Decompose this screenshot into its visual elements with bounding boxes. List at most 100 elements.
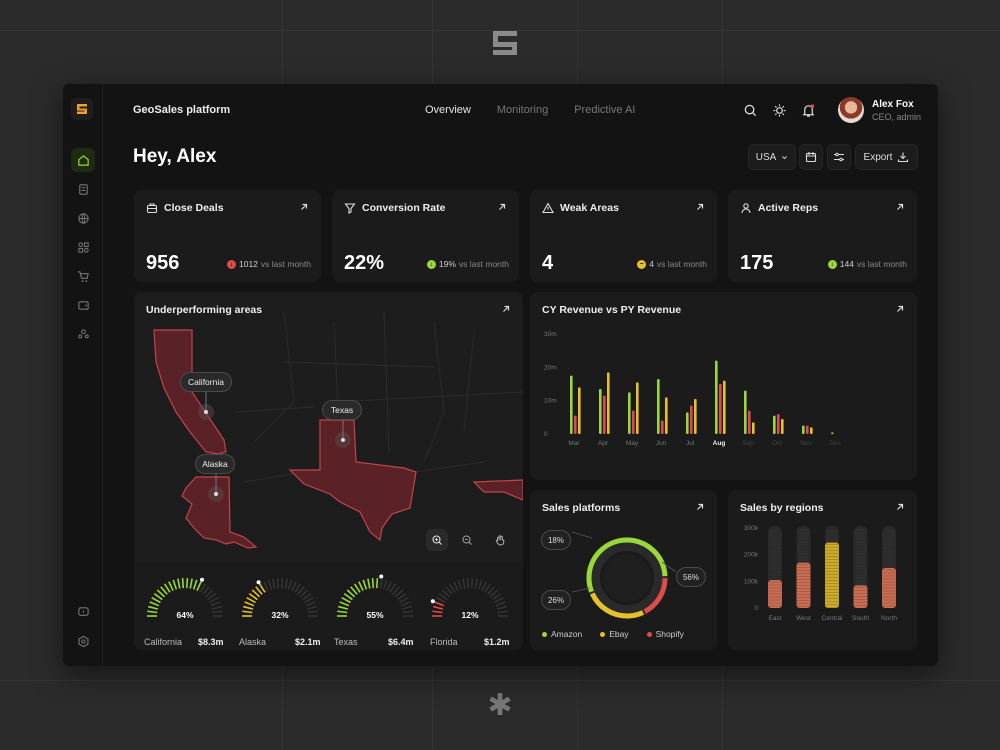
kpi-delta-value: 1012 xyxy=(239,259,258,269)
avatar[interactable] xyxy=(838,97,864,123)
kpi-card-weak-areas[interactable]: Weak Areas 4 − 4 vs last month xyxy=(530,190,717,282)
kpi-card-conversion-rate[interactable]: Conversion Rate 22% ↓ 19% vs last month xyxy=(332,190,519,282)
gauge-tick xyxy=(400,601,411,607)
legend-shopify[interactable]: Shopify xyxy=(646,629,684,639)
regions-chart[interactable]: 300k 200k 100k 0 East West Central South North xyxy=(728,518,917,648)
x-tick-label: Central xyxy=(822,615,844,622)
sidebar-item-apps[interactable] xyxy=(71,235,95,259)
kpi-title-text: Close Deals xyxy=(164,202,224,214)
document-icon xyxy=(78,183,88,195)
y-tick-label: 200k xyxy=(744,552,759,559)
trend-up-icon: ↓ xyxy=(426,259,436,269)
gauge-tick xyxy=(399,596,409,604)
download-icon xyxy=(898,152,909,163)
sun-icon[interactable] xyxy=(772,103,787,118)
gauge-tick xyxy=(462,578,466,589)
gauge-tick xyxy=(350,586,358,595)
sidebar-item-chat[interactable] xyxy=(71,600,95,624)
sidebar-item-reports[interactable] xyxy=(71,177,95,201)
arrow-up-right-icon[interactable] xyxy=(895,202,905,212)
gauge-tick xyxy=(492,593,502,601)
country-select[interactable]: USA xyxy=(748,144,796,170)
map-pin-alaska[interactable]: Alaska xyxy=(195,454,235,474)
state-texas[interactable] xyxy=(288,419,417,542)
state-alaska[interactable] xyxy=(181,476,258,549)
revenue-bar xyxy=(773,415,776,434)
kpi-delta: − 4 vs last month xyxy=(637,259,707,269)
map-pin-california[interactable]: California xyxy=(180,372,232,392)
sidebar-item-wallet[interactable] xyxy=(71,293,95,317)
legend-ebay-label: Ebay xyxy=(609,629,629,639)
tab-overview[interactable]: Overview xyxy=(425,104,471,116)
bell-icon[interactable] xyxy=(801,103,816,118)
revenue-chart[interactable]: 30m 20m 10m 0 Mar Apr May Jun Jul Aug Sep Oct Nov Dec xyxy=(530,320,917,480)
region-bar xyxy=(796,562,811,608)
app-logo[interactable] xyxy=(71,98,93,120)
kpi-card-close-deals[interactable]: Close Deals 956 ↓ 1012 vs last month xyxy=(134,190,321,282)
gauge-value-alaska: $2.1m xyxy=(295,637,321,647)
arrow-up-right-icon[interactable] xyxy=(695,502,705,512)
gauge-tick xyxy=(172,579,178,590)
top-nav: Overview Monitoring Predictive AI xyxy=(425,104,635,116)
kpi-delta-suffix: vs last month xyxy=(260,259,311,269)
donut-inner xyxy=(586,537,668,619)
x-tick-label: Apr xyxy=(598,440,609,447)
map-card: Underperforming areas California Texas A… xyxy=(134,292,523,650)
revenue-bar xyxy=(810,427,813,434)
arrow-up-right-icon[interactable] xyxy=(695,202,705,212)
region-bar xyxy=(853,585,868,608)
us-map[interactable] xyxy=(134,292,523,650)
x-tick-label: North xyxy=(881,615,897,622)
y-tick-label: 20m xyxy=(544,364,557,371)
legend-amazon[interactable]: Amazon xyxy=(542,629,582,639)
arrow-up-right-icon[interactable] xyxy=(299,202,309,212)
arrow-up-right-icon[interactable] xyxy=(895,304,905,314)
gauge-tick xyxy=(207,593,217,601)
gauge-tick xyxy=(168,581,174,592)
gauge-label-alaska: Alaska xyxy=(239,637,267,647)
gauge-tick xyxy=(242,610,253,614)
sidebar-item-settings[interactable] xyxy=(71,629,95,653)
sidebar-item-cart[interactable] xyxy=(71,264,95,288)
calendar-button[interactable] xyxy=(799,144,823,170)
state-florida[interactable] xyxy=(472,479,523,501)
platform-pct-shopify: 18% xyxy=(541,530,571,550)
legend-ebay[interactable]: Ebay xyxy=(600,629,629,639)
platforms-legend: Amazon Ebay Shopify xyxy=(542,629,684,639)
globe-icon xyxy=(77,212,89,224)
sidebar-item-home[interactable] xyxy=(71,148,95,172)
x-tick-label: West xyxy=(796,615,811,622)
app-window: GeoSales platform Overview Monitoring Pr… xyxy=(63,84,938,666)
y-tick-label: 30m xyxy=(544,331,557,338)
hand-tool-button[interactable] xyxy=(489,529,511,551)
page-title: Hey, Alex xyxy=(133,146,217,167)
gauge-tick xyxy=(192,579,198,590)
gauge-label-texas: Texas xyxy=(334,637,358,647)
sidebar-item-globe[interactable] xyxy=(71,206,95,230)
kpi-value: 956 xyxy=(146,252,180,274)
sidebar-item-team[interactable] xyxy=(71,322,95,346)
platform-pct-amazon: 56% xyxy=(676,567,706,587)
calendar-icon xyxy=(805,152,817,163)
gauge-tick xyxy=(199,583,207,593)
zoom-out-button[interactable] xyxy=(456,529,478,551)
tab-monitoring[interactable]: Monitoring xyxy=(496,104,549,116)
gauge-tick xyxy=(299,589,309,598)
gauge-tick xyxy=(248,593,258,601)
filters-button[interactable] xyxy=(827,144,851,170)
zoom-in-button[interactable] xyxy=(426,529,448,551)
gauge-tick xyxy=(487,586,495,595)
revenue-bar xyxy=(574,415,577,434)
tab-predictive-ai[interactable]: Predictive AI xyxy=(574,104,636,116)
gauge-tick xyxy=(445,586,453,595)
platforms-donut[interactable] xyxy=(530,510,717,630)
arrow-up-right-icon[interactable] xyxy=(501,304,511,314)
search-icon[interactable] xyxy=(743,103,758,118)
trend-flat-icon: − xyxy=(637,259,647,269)
export-button[interactable]: Export xyxy=(855,144,918,170)
kpi-card-active-reps[interactable]: Active Reps 175 ↓ 144 vs last month xyxy=(728,190,917,282)
map-pin-texas[interactable]: Texas xyxy=(322,400,362,420)
arrow-up-right-icon[interactable] xyxy=(895,502,905,512)
region-bar xyxy=(825,542,839,608)
arrow-up-right-icon[interactable] xyxy=(497,202,507,212)
